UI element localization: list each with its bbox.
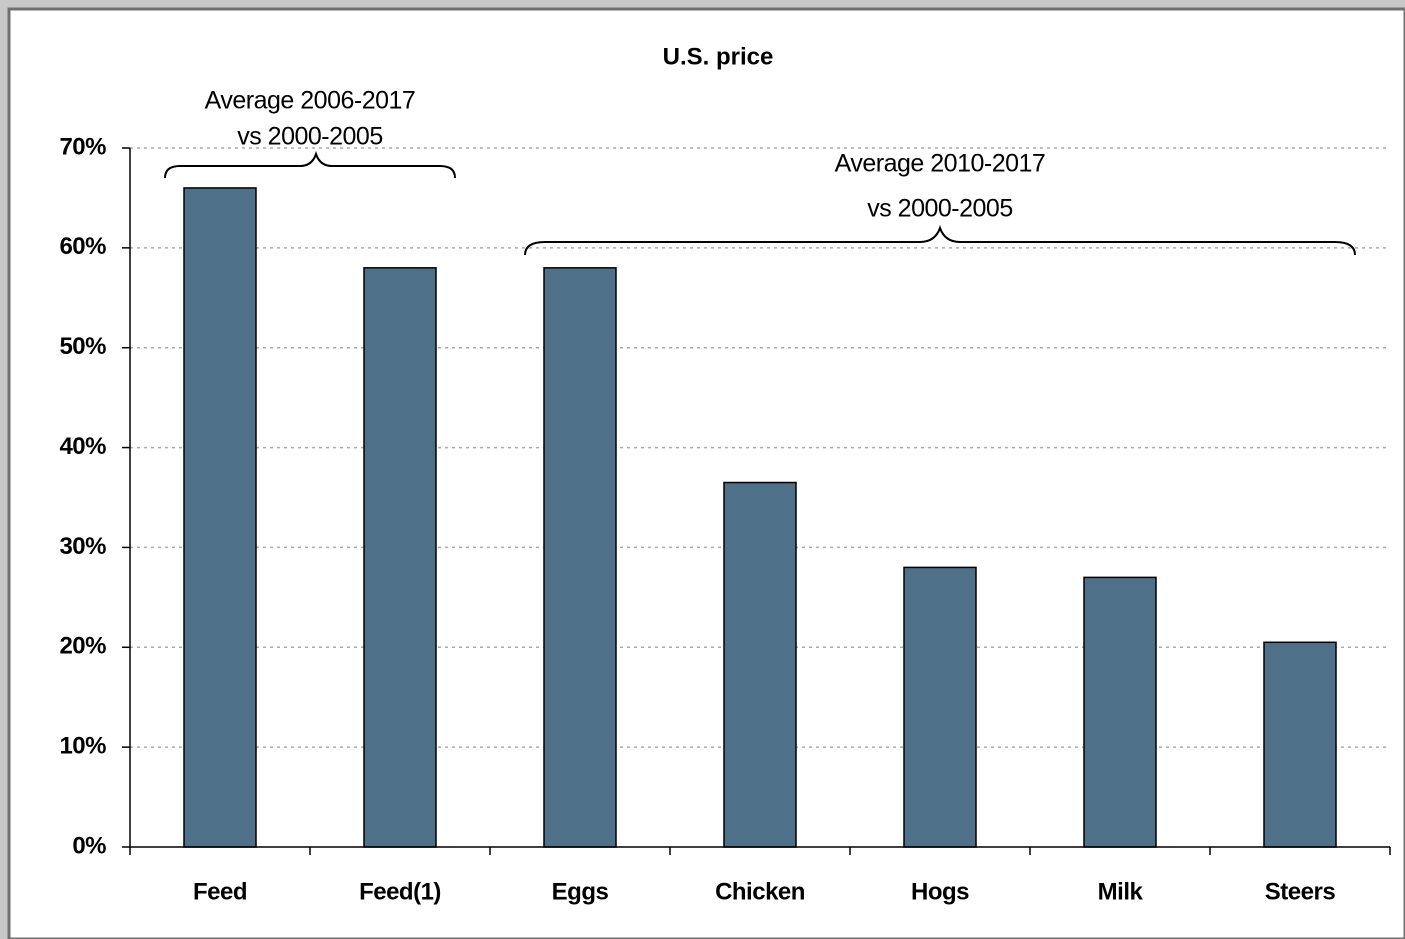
x-tick-label: Feed(1)	[359, 878, 441, 905]
y-tick-label: 0%	[72, 832, 106, 859]
y-tick-label: 60%	[59, 233, 106, 260]
y-tick-label: 10%	[59, 732, 106, 759]
y-tick-label: 50%	[59, 333, 106, 360]
bar	[903, 566, 977, 848]
y-tick-label: 20%	[59, 633, 106, 660]
x-tick-label: Steers	[1265, 878, 1336, 905]
bar	[723, 481, 797, 848]
y-tick-label: 30%	[59, 533, 106, 560]
x-tick-label: Chicken	[715, 878, 805, 905]
bar	[543, 267, 617, 848]
x-tick-label: Eggs	[552, 878, 609, 905]
annotation-brace	[524, 225, 1356, 256]
annotation-brace	[164, 150, 456, 179]
x-tick-label: Milk	[1098, 878, 1144, 905]
chart-title: U.S. price	[663, 43, 774, 70]
y-tick-label: 40%	[59, 433, 106, 460]
y-tick-label: 70%	[59, 133, 106, 160]
annotation: Average 2010-2017	[835, 150, 1046, 178]
bar	[1083, 576, 1157, 848]
annotation: Average 2006-2017	[205, 87, 416, 115]
bar	[1263, 641, 1337, 848]
annotation: vs 2000-2005	[237, 123, 383, 151]
x-tick-label: Feed	[193, 878, 247, 905]
bar	[183, 187, 257, 848]
annotation: vs 2000-2005	[867, 195, 1013, 223]
x-tick-label: Hogs	[911, 878, 969, 905]
bar	[363, 267, 437, 848]
